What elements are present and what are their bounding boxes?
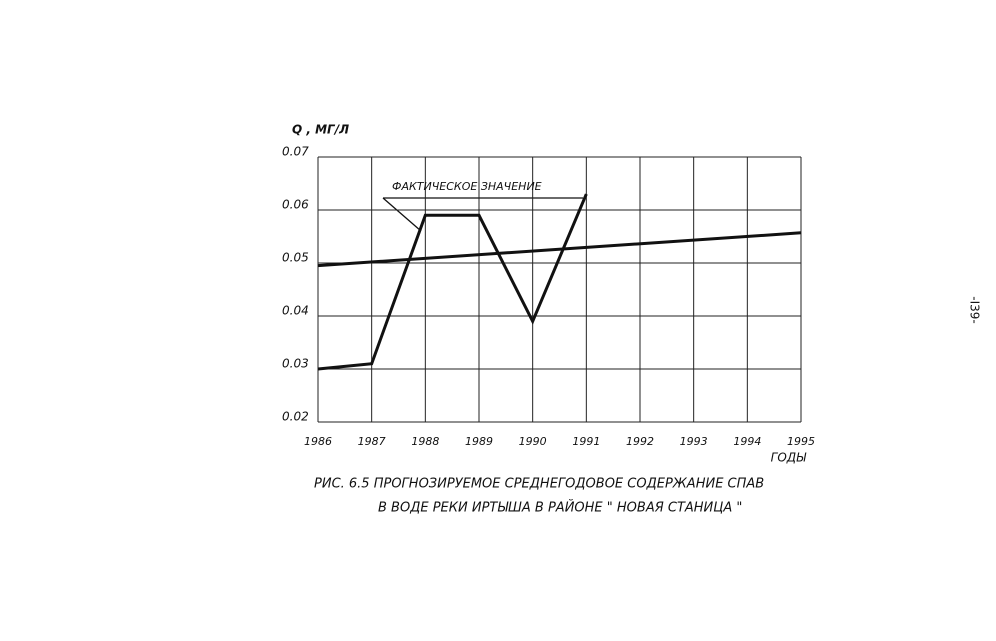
caption-line: РИС. 6.5 ПРОГНОЗИРУЕМОЕ СРЕДНЕГОДОВОЕ СО…	[314, 477, 764, 492]
x-tick-label: 1994	[733, 435, 761, 448]
x-tick-label: 1988	[411, 435, 439, 448]
page-number: -I39-	[968, 296, 982, 323]
x-axis-label: ГОДЫ	[771, 451, 808, 465]
x-tick-label: 1993	[680, 435, 708, 448]
y-tick-label: 0.07	[282, 145, 309, 159]
x-tick-label: 1986	[304, 435, 332, 448]
y-tick-label: 0.04	[282, 304, 309, 318]
x-tick-label: 1990	[519, 435, 547, 448]
x-tick-label: 1987	[358, 435, 386, 448]
y-tick-label: 0.06	[282, 198, 309, 212]
x-tick-label: 1989	[465, 435, 493, 448]
data-line	[317, 231, 802, 268]
y-tick-label: 0.03	[282, 357, 309, 371]
caption-line: В ВОДЕ РЕКИ ИРТЫША В РАЙОНЕ " НОВАЯ СТАН…	[378, 500, 742, 516]
annotation: ФАКТИЧЕСКОЕ ЗНАЧЕНИЕ	[392, 180, 542, 193]
x-tick-label: 1995	[787, 435, 815, 448]
y-axis-label: Q , МГ/Л	[292, 123, 349, 137]
x-tick-label: 1992	[626, 435, 654, 448]
data-line	[317, 193, 588, 371]
annotation-leader	[382, 197, 422, 232]
y-tick-label: 0.05	[282, 251, 309, 265]
y-tick-label: 0.02	[282, 410, 309, 424]
x-tick-label: 1991	[572, 435, 600, 448]
